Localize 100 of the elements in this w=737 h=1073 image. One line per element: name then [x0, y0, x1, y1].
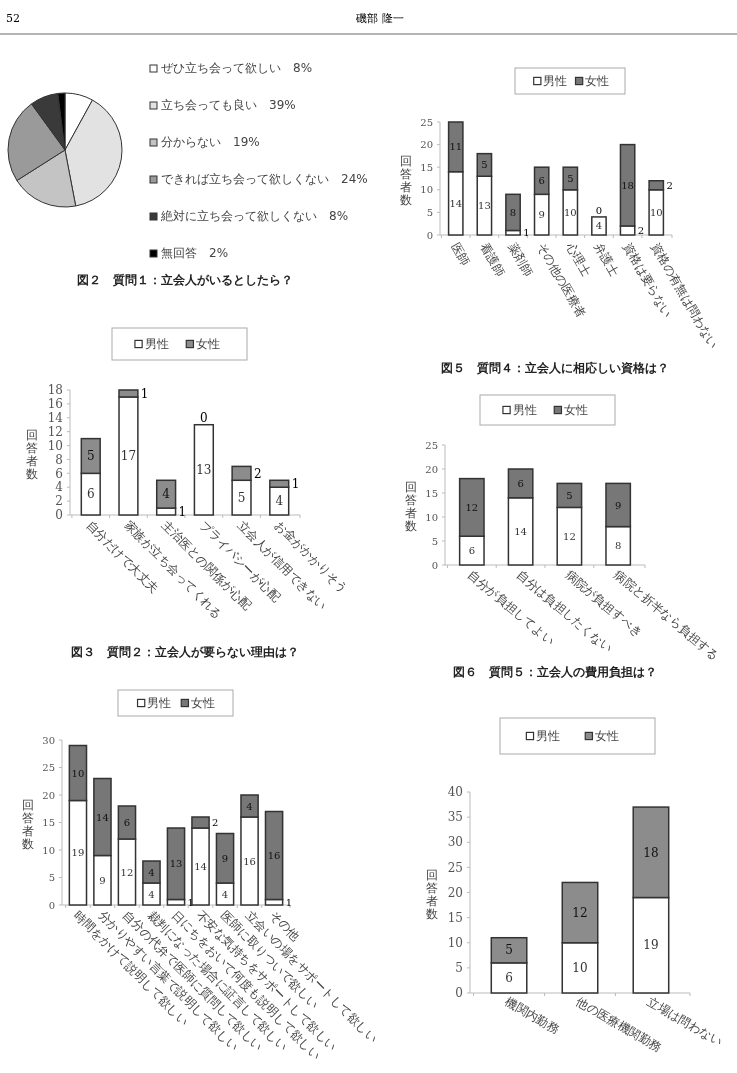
y-tick-label: 15	[447, 910, 463, 925]
legend-label: 男性	[144, 337, 169, 352]
legend-label: 男性	[535, 729, 560, 744]
y-tick-label: 20	[42, 789, 55, 801]
y-tick-label: 0	[55, 508, 63, 523]
data-label: 5	[567, 173, 574, 184]
data-label: 9	[221, 852, 229, 864]
data-label: 1	[523, 227, 530, 239]
y-tick-label: 5	[48, 872, 55, 883]
data-label: 5	[86, 449, 95, 464]
y-tick-label: 0	[431, 559, 438, 571]
x-tick-label: 薬剤師	[505, 240, 536, 279]
data-label: 17	[120, 449, 137, 464]
y-tick-label: 25	[420, 116, 433, 128]
y-tick-label: 8	[55, 452, 63, 467]
legend-label: 立ち会っても良い 39%	[161, 98, 296, 112]
data-label: 12	[563, 530, 576, 542]
data-label: 11	[449, 141, 463, 153]
data-label: 16	[243, 855, 256, 867]
y-axis-title: 回答者数	[425, 867, 438, 921]
y-tick-label: 25	[425, 439, 438, 451]
text: 図３ 質問２：立会人が要らない理由は？	[71, 645, 299, 659]
data-label: 12	[120, 866, 134, 878]
x-tick-label: 機関内勤務	[502, 994, 562, 1037]
data-label: 14	[96, 811, 109, 823]
data-label: 5	[505, 943, 513, 958]
data-label: 10	[649, 206, 663, 218]
y-tick-label: 10	[425, 511, 438, 523]
data-label: 5	[566, 489, 573, 501]
data-label: 1	[140, 386, 149, 401]
legend-label: 絶対に立ち会って欲しくない 8%	[160, 209, 349, 223]
data-label: 16	[267, 850, 281, 861]
y-axis-title: 回答者数	[405, 480, 417, 533]
legend-label: 女性	[585, 74, 610, 89]
y-tick-label: 2	[55, 494, 63, 509]
y-tick-label: 40	[447, 785, 463, 800]
data-label: 14	[194, 861, 207, 872]
data-label: 14	[514, 525, 527, 537]
y-tick-label: 14	[47, 410, 64, 425]
y-tick-label: 0	[455, 986, 463, 1001]
data-label: 2	[637, 224, 645, 236]
data-label: 6	[517, 477, 524, 489]
y-tick-label: 6	[55, 466, 63, 481]
data-label: 6	[123, 817, 131, 828]
data-label: 13	[196, 463, 212, 478]
data-label: 19	[643, 938, 659, 953]
data-label: 4	[148, 888, 155, 900]
y-axis-title: 回答者数	[22, 797, 34, 851]
y-tick-label: 20	[447, 885, 463, 900]
data-label: 8	[509, 206, 517, 218]
text: 図２ 質問１：立会人がいるとしたら？	[77, 273, 293, 287]
data-label: 4	[595, 220, 603, 232]
y-tick-label: 30	[447, 835, 463, 850]
data-label: 8	[614, 540, 622, 552]
data-label: 5	[481, 159, 488, 171]
y-tick-label: 5	[455, 961, 463, 976]
y-tick-label: 18	[47, 383, 63, 398]
text: 図５ 質問４：立会人に相応しい資格は？	[441, 361, 669, 375]
data-label: 19	[71, 847, 85, 859]
y-tick-label: 10	[420, 184, 433, 196]
data-label: 12	[465, 501, 479, 513]
x-tick-label: 看護師	[477, 240, 508, 279]
y-tick-label: 35	[447, 810, 463, 825]
data-label: 1	[291, 476, 300, 491]
legend-label: ぜひ立ち会って欲しい 8%	[161, 61, 313, 75]
data-label: 1	[178, 504, 187, 519]
data-label: 6	[505, 971, 513, 986]
legend-label: 男性	[543, 74, 568, 89]
y-tick-label: 20	[420, 139, 433, 151]
y-tick-label: 10	[42, 844, 55, 856]
text: 磯部 隆一	[355, 12, 404, 25]
y-tick-label: 10	[47, 438, 63, 453]
y-tick-label: 20	[425, 463, 438, 475]
legend-label: 無回答 2%	[161, 246, 229, 260]
data-label: 13	[169, 858, 183, 870]
legend-label: 女性	[190, 696, 215, 711]
y-tick-label: 15	[420, 161, 433, 173]
data-label: 9	[614, 499, 622, 511]
x-tick-label: 医師	[448, 240, 473, 269]
data-label: 4	[221, 888, 229, 900]
data-label: 2	[666, 179, 673, 191]
text: 52	[6, 12, 20, 25]
x-tick-label: 弁護士	[591, 240, 622, 279]
data-label: 9	[538, 209, 545, 221]
y-axis-title: 回答者数	[25, 427, 38, 481]
bar	[591, 216, 607, 236]
y-tick-label: 15	[42, 817, 55, 828]
y-tick-label: 0	[48, 899, 55, 911]
data-label: 9	[99, 874, 106, 886]
legend-label: 男性	[512, 403, 537, 418]
data-label: 6	[86, 487, 95, 502]
y-tick-label: 10	[447, 935, 463, 950]
data-label: 6	[468, 545, 476, 557]
legend-label: できれば立ち会って欲しくない 24%	[161, 172, 368, 186]
data-label: 2	[253, 466, 262, 481]
legend-label: 女性	[563, 403, 588, 418]
y-tick-label: 25	[447, 860, 463, 875]
data-label: 12	[572, 905, 588, 920]
data-label: 6	[538, 175, 545, 187]
legend-label: 分からない 19%	[161, 135, 260, 149]
